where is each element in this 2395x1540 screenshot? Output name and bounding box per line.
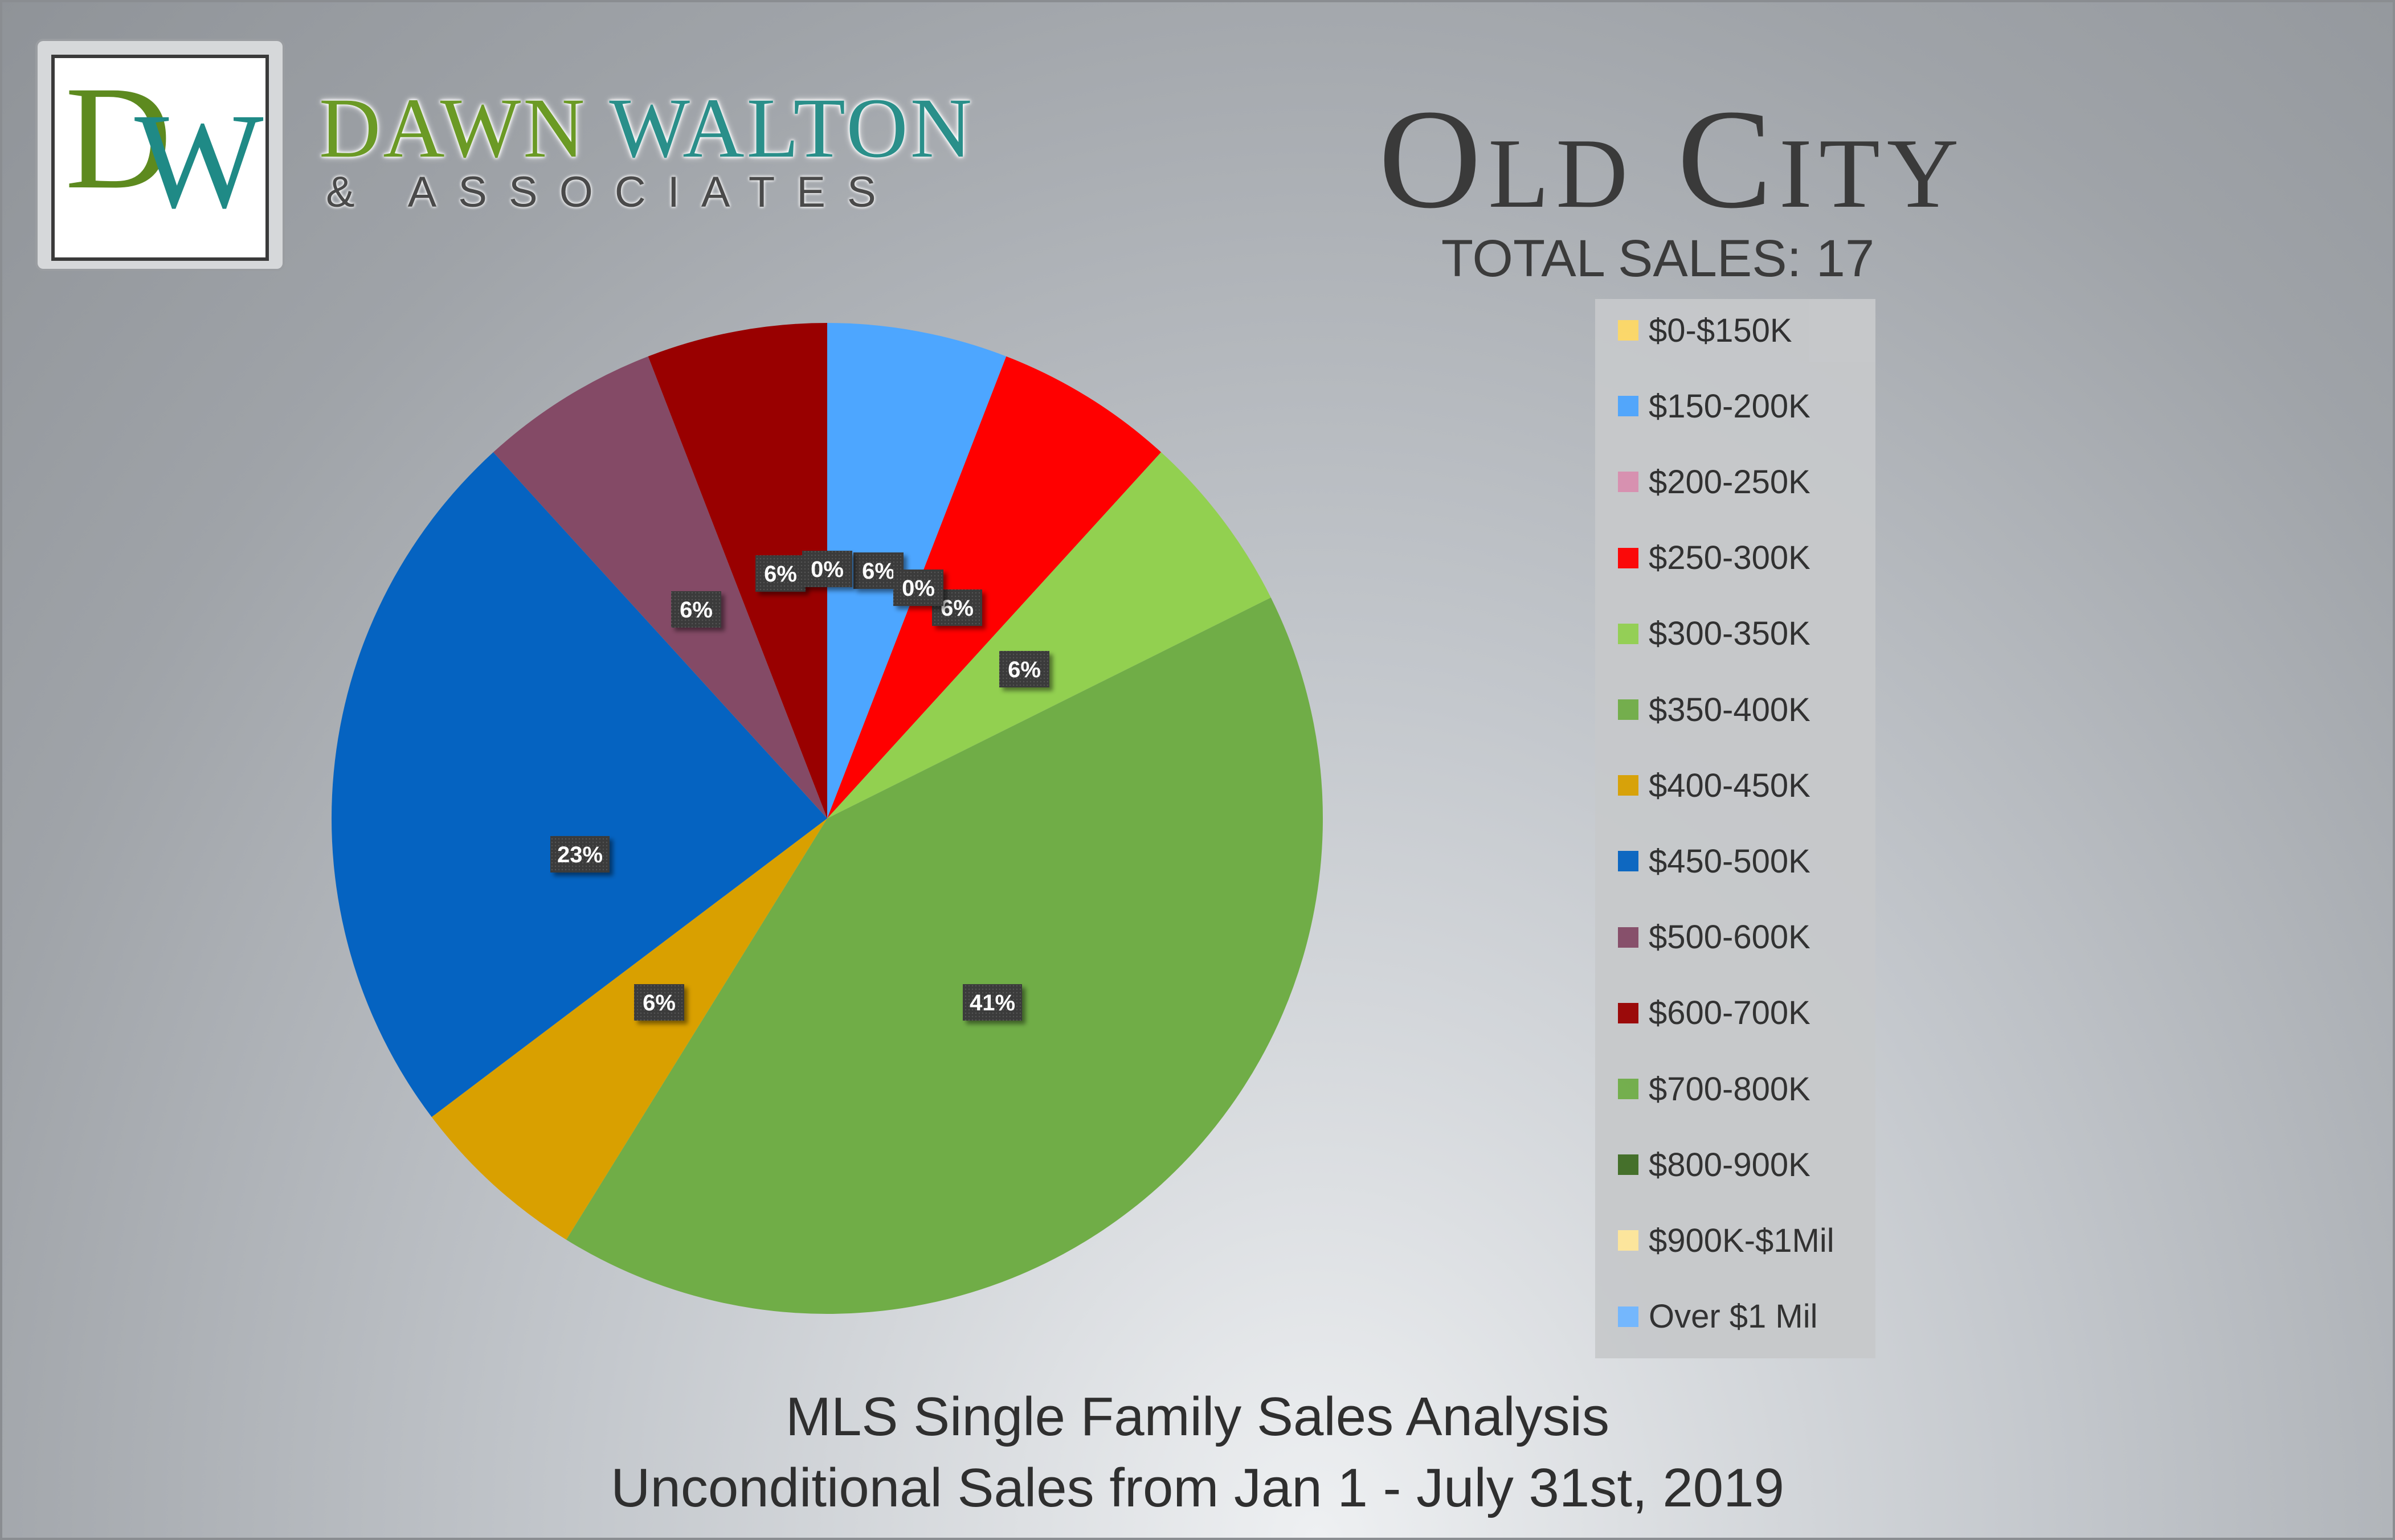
data-label-box	[893, 570, 943, 606]
data-label-box	[634, 984, 684, 1021]
pie-slice-500-600k	[493, 356, 827, 818]
legend-swatch	[1618, 396, 1638, 417]
chart-title: Old City	[1378, 80, 1966, 238]
data-label-box	[550, 836, 610, 873]
data-label-text: 6%	[764, 562, 797, 587]
data-label-0-150k: 0%	[802, 551, 852, 587]
footer-date-range: Unconditional Sales from Jan 1 - July 31…	[611, 1457, 1784, 1518]
brand-name-first: DAWN	[319, 81, 587, 175]
pie-slice-400-450k	[431, 818, 827, 1240]
data-label-text: 23%	[557, 842, 603, 867]
data-label-500-600k: 6%	[671, 591, 721, 628]
legend-label: $150-200K	[1649, 387, 1810, 425]
data-label-text: 6%	[680, 597, 713, 622]
data-label-text: 0%	[811, 557, 844, 582]
brand-name-last: WALTON	[609, 81, 975, 175]
legend-label: $600-700K	[1649, 994, 1810, 1032]
legend-label: $350-400K	[1649, 691, 1810, 728]
data-label-text: 6%	[862, 559, 895, 584]
legend-swatch	[1618, 472, 1638, 493]
legend-swatch	[1618, 775, 1638, 796]
brand-name: DAWN WALTON	[319, 85, 974, 171]
legend-swatch	[1618, 1230, 1638, 1251]
legend-label: $500-600K	[1649, 919, 1810, 956]
legend-label: $300-350K	[1649, 615, 1810, 653]
data-label-600-700k: 6%	[755, 555, 806, 592]
footer-title: MLS Single Family Sales Analysis	[786, 1386, 1609, 1447]
legend-label: $250-300K	[1649, 539, 1810, 577]
data-label-text: 6%	[643, 990, 676, 1015]
data-label-box	[671, 591, 721, 628]
legend-item-800-900k: $800-900K	[1618, 1142, 1810, 1187]
legend-item-over-1-mil: Over $1 Mil	[1618, 1294, 1818, 1340]
legend-swatch	[1618, 623, 1638, 644]
pie-data-labels: 6%6%6%41%6%23%6%6%0%0%	[550, 551, 1049, 1021]
legend-swatch	[1618, 699, 1638, 720]
pie-slice-350-400k	[566, 597, 1323, 1314]
logo-emblem: D W	[51, 55, 269, 261]
legend-item-600-700k: $600-700K	[1618, 990, 1810, 1036]
legend-item-500-600k: $500-600K	[1618, 915, 1810, 960]
data-label-text: 6%	[1008, 657, 1041, 682]
legend-label: $900K-$1Mil	[1649, 1222, 1834, 1259]
pie-slice-300-350k	[827, 452, 1271, 818]
legend-item-0-150k: $0-$150K	[1618, 308, 1792, 353]
legend-label: $200-250K	[1649, 463, 1810, 501]
data-label-box	[963, 984, 1022, 1021]
data-label-200-250k: 0%	[893, 570, 943, 606]
pie-slice-450-500k	[331, 452, 827, 1117]
pie-slices	[331, 323, 1323, 1314]
legend-swatch	[1618, 927, 1638, 948]
legend-swatch	[1618, 1002, 1638, 1023]
brand-subtitle: & ASSOCIATES	[326, 168, 898, 216]
legend-label: $800-900K	[1649, 1146, 1810, 1183]
chart-legend: $0-$150K $150-200K $200-250K $250-300K $300-…	[1595, 299, 1875, 1358]
legend-label: Over $1 Mil	[1649, 1298, 1818, 1336]
data-label-text: 0%	[902, 576, 935, 601]
legend-label: $400-450K	[1649, 767, 1810, 804]
legend-swatch	[1618, 1306, 1638, 1327]
legend-item-200-250k: $200-250K	[1618, 459, 1810, 505]
logo: D W	[38, 41, 283, 269]
logo-letter-d: D	[65, 56, 172, 220]
legend-swatch	[1618, 547, 1638, 568]
legend-swatch	[1618, 1079, 1638, 1099]
legend-item-400-450k: $400-450K	[1618, 763, 1810, 808]
data-label-400-450k: 6%	[634, 984, 684, 1021]
legend-item-250-300k: $250-300K	[1618, 535, 1810, 581]
legend-label: $450-500K	[1649, 842, 1810, 880]
data-label-300-350k: 6%	[999, 651, 1049, 687]
legend-item-700-800k: $700-800K	[1618, 1066, 1810, 1112]
data-label-box	[802, 551, 852, 587]
data-label-box	[999, 651, 1049, 687]
legend-item-150-200k: $150-200K	[1618, 383, 1810, 429]
data-label-350-400k: 41%	[963, 984, 1022, 1021]
data-label-text: 41%	[970, 990, 1015, 1015]
legend-item-350-400k: $350-400K	[1618, 687, 1810, 732]
logo-letter-w: W	[134, 85, 264, 236]
legend-swatch	[1618, 1154, 1638, 1176]
legend-item-300-350k: $300-350K	[1618, 611, 1810, 657]
legend-item-900k-1mil: $900K-$1Mil	[1618, 1218, 1834, 1263]
pie-slice-250-300k	[827, 356, 1162, 818]
data-label-box	[755, 555, 806, 592]
legend-swatch	[1618, 320, 1638, 341]
data-label-text: 6%	[941, 596, 974, 621]
chart-subtitle: TOTAL SALES: 17	[1441, 230, 1875, 288]
legend-label: $700-800K	[1649, 1070, 1810, 1108]
data-label-450-500k: 23%	[550, 836, 610, 873]
legend-swatch	[1618, 851, 1638, 872]
pie-slice-600-700k	[648, 323, 827, 818]
legend-label: $0-$150K	[1649, 312, 1792, 349]
legend-item-450-500k: $450-500K	[1618, 838, 1810, 884]
